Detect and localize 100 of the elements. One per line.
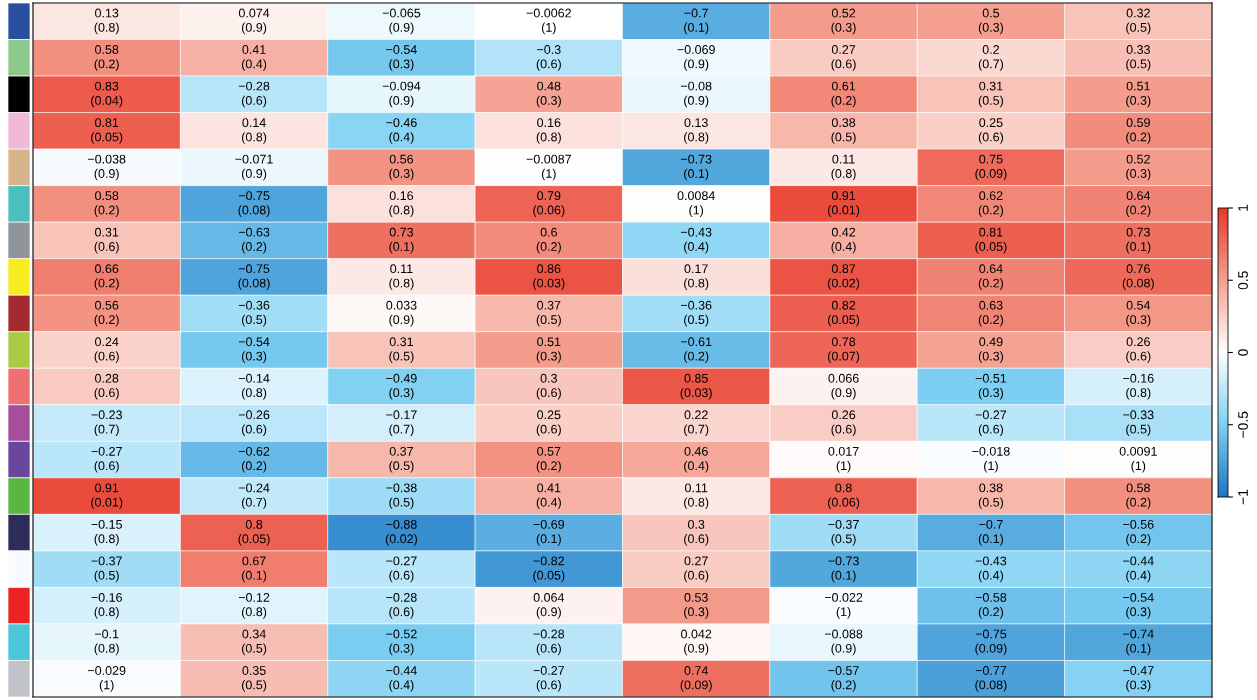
data-label: 0.75 (0.09) (975, 154, 1007, 181)
data-label: 0.033 (0.9) (386, 300, 417, 327)
data-label: 0.26 (0.6) (831, 410, 856, 437)
data-label: 0.38 (0.5) (831, 118, 856, 144)
data-label: 0.34 (0.5) (241, 629, 267, 656)
data-label: 0.67 (0.1) (241, 556, 267, 583)
data-label: 0.31 (0.6) (94, 227, 119, 254)
data-label: −0.73 (0.1) (828, 556, 859, 583)
data-label: 0.52 (0.3) (831, 8, 856, 35)
data-label: −0.038 (0.9) (88, 154, 126, 181)
data-label: −0.1 (0.8) (94, 629, 119, 656)
data-label: −0.77 (0.08) (975, 666, 1007, 692)
data-label: 0.33 (0.5) (1126, 45, 1151, 71)
data-label: 0.85 (0.03) (680, 373, 712, 400)
data-label: −0.071 (0.9) (235, 154, 273, 181)
data-label: −0.74 (0.1) (1123, 629, 1154, 656)
data-label: 0.25 (0.6) (536, 410, 561, 437)
data-label: 0.16 (0.8) (389, 191, 414, 217)
data-label: 0.27 (0.6) (831, 45, 856, 71)
data-label: 0.8 (0.06) (828, 483, 860, 510)
data-label: −0.14 (0.8) (238, 373, 270, 400)
data-label: −0.62 (0.2) (238, 446, 270, 473)
data-label: 0.3 (0.6) (684, 519, 709, 546)
data-label: 0.76 (0.08) (1122, 264, 1154, 290)
data-label: 0.66 (0.2) (94, 264, 119, 290)
data-label: −0.52 (0.3) (386, 629, 417, 656)
color-bar-label: 0 (1238, 349, 1248, 356)
data-label: −0.69 (0.1) (533, 519, 565, 546)
data-label: −0.12 (0.8) (238, 593, 270, 619)
data-label: −0.065 (0.9) (382, 8, 421, 35)
data-label: 0.87 (0.02) (828, 264, 860, 290)
data-label: 0.064 (0.9) (533, 593, 565, 619)
data-label: −0.27 (0.6) (91, 446, 122, 473)
data-label: 0.2 (0.7) (978, 45, 1004, 71)
data-label: 0.48 (0.3) (536, 81, 561, 108)
data-label: −0.27 (0.6) (386, 556, 417, 583)
data-label: 0.13 (0.8) (94, 8, 119, 35)
data-label: 0.79 (0.06) (533, 191, 565, 217)
data-label: −0.46 (0.4) (386, 118, 417, 144)
data-label: 0.52 (0.3) (1126, 154, 1151, 181)
data-label: 0.58 (0.2) (94, 191, 119, 217)
data-label: −0.54 (0.3) (386, 45, 417, 71)
data-label: −0.029 (1) (88, 666, 126, 692)
data-label: −0.82 (0.05) (533, 556, 565, 583)
data-label: 0.13 (0.8) (684, 118, 709, 144)
color-bar-label: 0.5 (1238, 271, 1248, 290)
data-label: 0.63 (0.2) (978, 300, 1004, 327)
data-label: −0.44 (0.4) (386, 666, 417, 692)
data-label: −0.51 (0.3) (975, 373, 1007, 400)
data-label: 0.017 (1) (828, 446, 859, 473)
data-label: 0.51 (0.3) (536, 337, 561, 364)
data-label: 0.38 (0.5) (978, 483, 1004, 510)
data-label: 0.31 (0.5) (978, 81, 1004, 108)
data-label: 0.74 (0.09) (680, 666, 712, 692)
data-label: 0.49 (0.3) (978, 337, 1004, 364)
data-label: −0.28 (0.6) (386, 593, 417, 619)
data-label: 0.82 (0.05) (828, 300, 860, 327)
data-label: −0.75 (0.09) (975, 629, 1007, 656)
data-label: −0.37 (0.5) (91, 556, 122, 583)
data-label: 0.6 (0.2) (536, 227, 561, 254)
data-label: −0.28 (0.6) (533, 629, 565, 656)
data-label: −0.54 (0.3) (238, 337, 270, 364)
data-label: 0.0084 (1) (677, 191, 715, 217)
data-label: 0.24 (0.6) (94, 337, 119, 364)
data-label: 0.83 (0.04) (91, 81, 123, 108)
data-label: −0.73 (0.1) (680, 154, 712, 181)
data-label: 0.53 (0.3) (684, 593, 709, 619)
data-label: 0.11 (0.8) (684, 483, 709, 510)
data-label: −0.094 (0.9) (382, 81, 421, 108)
data-label: −0.33 (0.5) (1123, 410, 1154, 437)
data-label: −0.08 (0.9) (680, 81, 712, 108)
data-label: 0.37 (0.5) (536, 300, 561, 327)
data-label: 0.11 (0.8) (389, 264, 414, 290)
data-label: 0.56 (0.3) (389, 154, 414, 181)
data-label: −0.022 (1) (824, 593, 863, 619)
data-label: 0.78 (0.07) (828, 337, 860, 364)
data-label: −0.27 (0.6) (533, 666, 564, 692)
data-label: −0.3 (0.6) (536, 45, 561, 71)
data-label: −0.49 (0.3) (386, 373, 417, 400)
data-label: 0.042 (0.9) (681, 629, 712, 656)
data-label: 0.3 (0.6) (536, 373, 561, 400)
data-label: 0.42 (0.4) (831, 227, 856, 254)
data-label: −0.57 (0.2) (828, 666, 859, 692)
data-label: 0.62 (0.2) (978, 191, 1004, 217)
data-label: −0.75 (0.08) (238, 191, 270, 217)
data-label: −0.069 (0.9) (677, 45, 715, 71)
data-label: −0.7 (0.1) (978, 519, 1004, 546)
data-label: 0.86 (0.03) (533, 264, 565, 290)
data-label: 0.41 (0.4) (536, 483, 561, 510)
data-label: 0.46 (0.4) (684, 446, 709, 473)
data-label: −0.38 (0.5) (386, 483, 417, 510)
data-label: −0.28 (0.6) (238, 81, 270, 108)
data-label: 0.35 (0.5) (241, 666, 267, 692)
data-label: 0.31 (0.5) (389, 337, 414, 364)
data-label: 0.066 (0.9) (828, 373, 859, 400)
data-label: 0.16 (0.8) (536, 118, 561, 144)
data-label: 0.81 (0.05) (975, 227, 1007, 254)
data-label: −0.0087 (1) (526, 154, 571, 181)
data-label: 0.58 (0.2) (94, 45, 119, 71)
data-label: −0.58 (0.2) (975, 593, 1007, 619)
